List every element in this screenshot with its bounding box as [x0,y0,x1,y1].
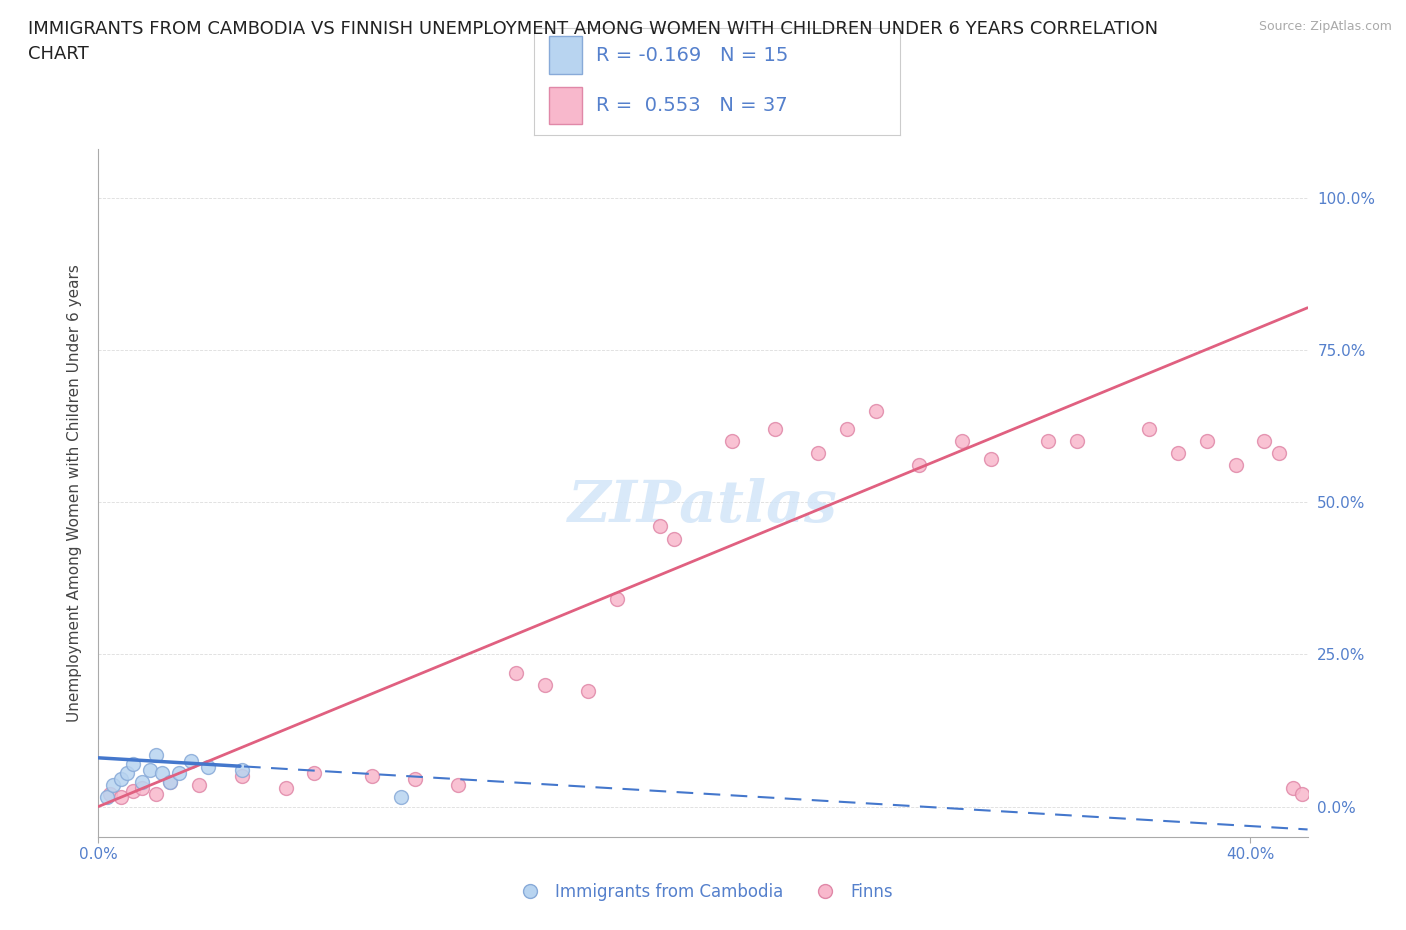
Point [122,784,145,799]
Y-axis label: Unemployment Among Women with Children Under 6 years: Unemployment Among Women with Children U… [67,264,83,722]
Point [908,458,931,473]
Point [188,777,211,792]
Point [720,433,742,448]
Point [122,756,145,771]
Point [505,665,527,680]
Point [1038,433,1060,448]
Point [131,781,153,796]
Point [950,433,973,448]
Point [159,775,181,790]
Point [274,781,297,796]
Point [1137,421,1160,436]
Point [865,404,887,418]
Point [150,765,173,780]
Point [447,777,470,792]
Point [389,790,412,804]
Point [231,763,253,777]
Text: Source: ZipAtlas.com: Source: ZipAtlas.com [1258,20,1392,33]
Point [1225,458,1247,473]
Point [576,684,599,698]
Point [1195,433,1218,448]
Point [110,790,132,804]
Legend: Immigrants from Cambodia, Finns: Immigrants from Cambodia, Finns [506,876,900,908]
Text: ZIPatlas: ZIPatlas [568,478,838,535]
Point [1253,433,1275,448]
Point [1167,445,1189,460]
Point [533,677,555,692]
Point [404,772,426,787]
Point [159,775,181,790]
Point [361,769,384,784]
Point [145,748,167,763]
Bar [548,36,582,73]
Point [98,787,121,802]
Text: R = -0.169   N = 15: R = -0.169 N = 15 [596,46,789,65]
Point [1066,433,1088,448]
Bar [548,86,582,125]
Point [835,421,858,436]
Point [664,531,686,546]
Point [101,777,124,792]
Point [96,790,118,804]
Point [1291,787,1313,802]
Point [197,760,219,775]
Point [1282,781,1305,796]
Point [606,592,628,607]
Point [648,519,671,534]
Point [131,775,153,790]
Point [1268,445,1291,460]
Point [304,765,326,780]
Point [231,769,253,784]
Text: CHART: CHART [28,45,89,62]
Point [763,421,786,436]
Point [167,765,190,780]
Point [145,787,167,802]
Point [110,772,132,787]
Point [139,763,162,777]
Point [807,445,830,460]
Text: IMMIGRANTS FROM CAMBODIA VS FINNISH UNEMPLOYMENT AMONG WOMEN WITH CHILDREN UNDER: IMMIGRANTS FROM CAMBODIA VS FINNISH UNEM… [28,20,1159,38]
Point [180,753,202,768]
Text: R =  0.553   N = 37: R = 0.553 N = 37 [596,96,787,115]
Point [115,765,138,780]
Point [980,452,1002,467]
